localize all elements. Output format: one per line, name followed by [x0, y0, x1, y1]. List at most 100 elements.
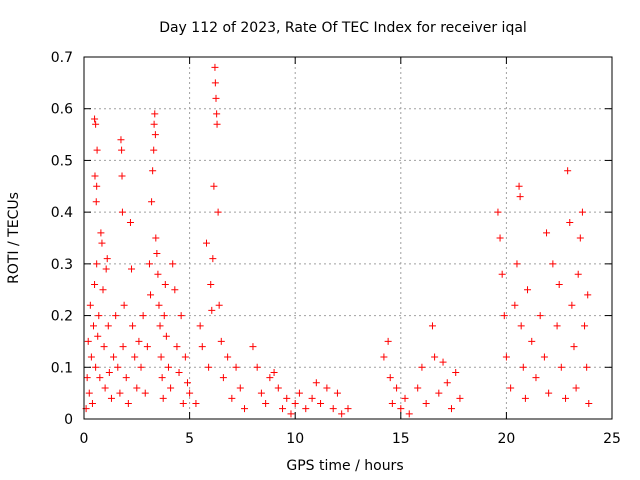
data-point — [507, 384, 515, 392]
data-point — [88, 399, 96, 407]
data-point — [500, 312, 508, 320]
data-point — [129, 322, 137, 330]
x-axis-ticks: 0 5 10 15 20 25 — [80, 57, 621, 447]
data-point — [422, 399, 430, 407]
data-point — [583, 363, 591, 371]
data-point — [91, 172, 99, 180]
data-point — [198, 343, 206, 351]
data-point — [98, 239, 106, 247]
data-point — [92, 120, 100, 128]
data-point — [167, 384, 175, 392]
data-point — [83, 374, 91, 382]
data-point — [157, 353, 165, 361]
data-point — [133, 384, 141, 392]
data-point — [118, 208, 126, 216]
data-point — [96, 374, 104, 382]
data-point — [384, 337, 392, 345]
data-point — [545, 389, 553, 397]
data-point — [302, 405, 310, 413]
data-point — [150, 146, 158, 154]
data-point — [439, 358, 447, 366]
data-point — [418, 363, 426, 371]
data-point — [572, 384, 580, 392]
data-point — [386, 374, 394, 382]
data-point — [114, 363, 122, 371]
data-point — [105, 368, 113, 376]
y-axis-ticks: 0 0.1 0.2 0.3 0.4 0.5 0.6 0.7 — [51, 50, 612, 428]
data-point — [333, 389, 341, 397]
y-tick-label: 0.7 — [51, 50, 73, 66]
data-point — [570, 343, 578, 351]
data-point — [139, 312, 147, 320]
data-point — [159, 394, 167, 402]
data-point — [344, 405, 352, 413]
data-point — [179, 399, 187, 407]
data-point — [253, 363, 261, 371]
data-point — [581, 322, 589, 330]
data-point — [564, 167, 572, 175]
data-point — [578, 208, 586, 216]
data-point — [112, 312, 120, 320]
data-point — [148, 198, 156, 206]
data-point — [145, 260, 153, 268]
data-point — [116, 389, 124, 397]
data-point — [164, 363, 172, 371]
data-point — [291, 399, 299, 407]
data-point — [152, 234, 160, 242]
data-point — [103, 255, 111, 263]
data-point — [192, 399, 200, 407]
data-point — [85, 389, 93, 397]
data-point — [576, 234, 584, 242]
data-point — [161, 281, 169, 289]
data-point — [214, 208, 222, 216]
data-point — [585, 399, 593, 407]
data-point — [154, 270, 162, 278]
data-point — [513, 260, 521, 268]
data-point — [262, 399, 270, 407]
data-point — [274, 384, 282, 392]
data-point — [162, 332, 170, 340]
data-point — [494, 208, 502, 216]
y-tick-label: 0.3 — [51, 257, 73, 273]
data-point — [92, 198, 100, 206]
data-point — [124, 399, 132, 407]
data-point — [516, 193, 524, 201]
data-point — [431, 353, 439, 361]
data-point — [511, 301, 519, 309]
data-point — [156, 322, 164, 330]
data-point — [126, 218, 134, 226]
data-point — [151, 131, 159, 139]
data-point — [521, 394, 529, 402]
data-point — [447, 405, 455, 413]
data-point — [141, 389, 149, 397]
data-point — [308, 394, 316, 402]
data-point — [283, 394, 291, 402]
data-point — [257, 389, 265, 397]
data-point — [568, 301, 576, 309]
data-point — [338, 410, 346, 418]
data-point — [153, 250, 161, 258]
data-point — [93, 146, 101, 154]
data-point — [549, 260, 557, 268]
data-point — [94, 332, 102, 340]
y-tick-label: 0.4 — [51, 205, 73, 221]
data-point — [118, 146, 126, 154]
data-point — [99, 286, 107, 294]
data-point — [388, 399, 396, 407]
data-point — [118, 172, 126, 180]
data-point — [555, 281, 563, 289]
data-point — [110, 353, 118, 361]
data-point — [86, 301, 94, 309]
data-point — [295, 389, 303, 397]
data-point — [266, 374, 274, 382]
data-point — [91, 281, 99, 289]
x-tick-label: 5 — [185, 431, 194, 447]
data-point — [93, 182, 101, 190]
data-point — [93, 260, 101, 268]
data-point — [155, 301, 163, 309]
data-point — [279, 405, 287, 413]
data-point — [496, 234, 504, 242]
data-point — [249, 343, 257, 351]
data-point — [173, 343, 181, 351]
